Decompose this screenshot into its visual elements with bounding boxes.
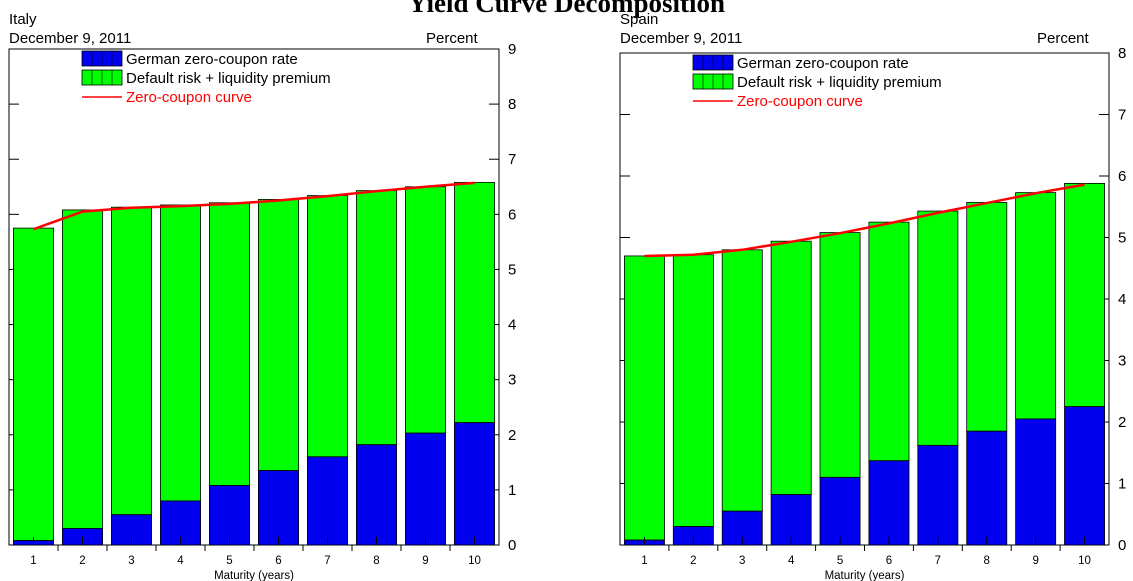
- spain-ytick-label: 3: [1118, 353, 1126, 370]
- spain-bar-german: [966, 430, 1008, 546]
- spain-bar-german: [917, 444, 959, 546]
- spain-subtitle: December 9, 2011: [620, 30, 743, 47]
- spain-bar-premium: [819, 232, 861, 478]
- italy-bar-premium: [62, 209, 103, 529]
- spain-bar-german: [1015, 418, 1057, 546]
- spain-legend-label-german: German zero-coupon rate: [737, 55, 909, 72]
- spain-ytick-label: 1: [1118, 476, 1126, 493]
- italy-bar-premium: [13, 227, 54, 541]
- italy-xaxis-label: Maturity (years): [214, 570, 294, 581]
- italy-xtick-label: 6: [275, 555, 281, 567]
- italy-legend-label-german: German zero-coupon rate: [126, 51, 298, 68]
- spain-xtick-label: 4: [788, 555, 795, 567]
- italy-panel-title: Italy: [9, 11, 37, 28]
- spain-xaxis-label: Maturity (years): [825, 570, 905, 581]
- italy-ytick-label: 9: [508, 41, 516, 58]
- italy-xtick-label: 4: [177, 555, 184, 567]
- spain-xtick-label: 7: [935, 555, 941, 567]
- italy-ytick-label: 5: [508, 261, 516, 278]
- spain-ytick-label: 6: [1118, 168, 1126, 185]
- spain-bar-premium: [770, 240, 812, 495]
- italy-bar-premium: [454, 181, 495, 424]
- italy-bar-german: [258, 470, 299, 546]
- spain-bar-german: [819, 476, 861, 546]
- spain-bar-premium: [868, 221, 910, 462]
- italy-bar-premium: [307, 195, 348, 458]
- spain-units-label: Percent: [1037, 30, 1089, 47]
- spain-xtick-label: 3: [739, 555, 745, 567]
- italy-xtick-label: 2: [79, 555, 85, 567]
- spain-bar-premium: [721, 249, 763, 512]
- italy-legend-label-premium: Default risk + liquidity premium: [126, 70, 331, 87]
- italy-xtick-label: 9: [422, 555, 428, 567]
- italy-bar-german: [454, 422, 495, 546]
- italy-ytick-label: 2: [508, 427, 516, 444]
- spain-bar-premium: [1064, 182, 1105, 408]
- spain-ytick-label: 2: [1118, 414, 1126, 431]
- italy-legend-label-curve: Zero-coupon curve: [126, 89, 252, 106]
- spain-bar-german: [770, 494, 812, 546]
- italy-bar-premium: [209, 202, 250, 486]
- spain-xtick-label: 2: [690, 555, 696, 567]
- italy-zero-coupon-curve: [33, 181, 475, 231]
- spain-zero-coupon-curve: [644, 183, 1085, 258]
- spain-bar-german: [1064, 406, 1105, 546]
- spain-ytick-label: 0: [1118, 537, 1126, 554]
- italy-xtick-label: 8: [373, 555, 379, 567]
- italy-subtitle: December 9, 2011: [9, 30, 132, 47]
- italy-ytick-label: 8: [508, 96, 516, 113]
- italy-xtick-label: 3: [128, 555, 134, 567]
- italy-bar-premium: [111, 206, 152, 516]
- spain-xtick-label: 10: [1078, 555, 1091, 567]
- italy-bar-german: [356, 444, 397, 546]
- spain-xtick-label: 6: [886, 555, 892, 567]
- italy-bar-german: [209, 485, 250, 546]
- italy-bar-premium: [405, 186, 446, 434]
- italy-ytick-label: 1: [508, 482, 516, 499]
- italy-units-label: Percent: [426, 30, 478, 47]
- italy-bar-premium: [356, 190, 397, 446]
- italy-ytick-label: 0: [508, 537, 516, 554]
- italy-ytick-label: 4: [508, 317, 516, 334]
- spain-bar-premium: [672, 254, 714, 527]
- spain-bar-premium: [1015, 192, 1057, 420]
- spain-legend-label-premium: Default risk + liquidity premium: [737, 74, 942, 91]
- spain-xtick-label: 9: [1032, 555, 1038, 567]
- spain-panel-title: Spain: [620, 11, 659, 28]
- italy-ytick-label: 6: [508, 206, 516, 223]
- italy-bar-german: [405, 432, 446, 546]
- italy-xtick-label: 10: [468, 555, 481, 567]
- spain-xtick-label: 1: [641, 555, 647, 567]
- italy-xtick-label: 7: [324, 555, 330, 567]
- spain-bar-german: [868, 460, 910, 546]
- italy-xtick-label: 5: [226, 555, 232, 567]
- spain-bar-premium: [966, 202, 1008, 432]
- italy-bar-premium: [160, 204, 201, 502]
- spain-ytick-label: 8: [1118, 45, 1126, 62]
- italy-xtick-label: 1: [30, 555, 36, 567]
- italy-ytick-label: 7: [508, 151, 516, 168]
- spain-legend-label-curve: Zero-coupon curve: [737, 93, 863, 110]
- italy-ytick-label: 3: [508, 372, 516, 389]
- spain-bar-premium: [624, 255, 665, 541]
- spain-ytick-label: 7: [1118, 107, 1126, 124]
- italy-bar-german: [307, 456, 348, 546]
- page-title: Yield Curve Decomposition: [408, 0, 725, 18]
- italy-bar-premium: [258, 199, 299, 472]
- spain-xtick-label: 5: [837, 555, 843, 567]
- spain-ytick-label: 5: [1118, 230, 1126, 247]
- spain-bar-premium: [917, 210, 959, 446]
- spain-xtick-label: 8: [984, 555, 990, 567]
- spain-ytick-label: 4: [1118, 291, 1126, 308]
